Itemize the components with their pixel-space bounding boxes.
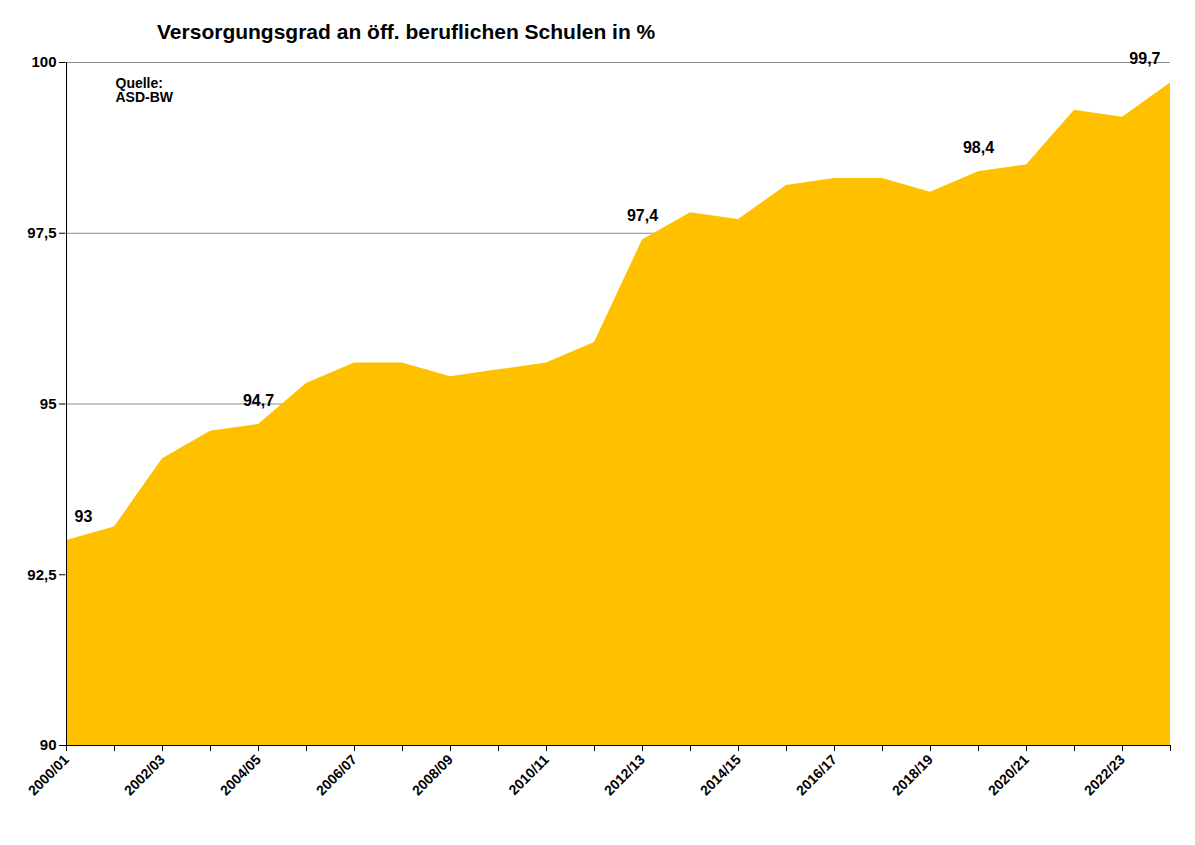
svg-text:98,4: 98,4: [963, 139, 994, 156]
svg-text:2012/13: 2012/13: [601, 751, 648, 798]
svg-text:2020/21: 2020/21: [985, 751, 1032, 798]
svg-text:2014/15: 2014/15: [697, 751, 744, 798]
svg-text:2018/19: 2018/19: [889, 751, 936, 798]
svg-text:97,4: 97,4: [627, 207, 658, 224]
svg-text:93: 93: [75, 508, 93, 525]
svg-text:2008/09: 2008/09: [409, 751, 456, 798]
svg-text:99,7: 99,7: [1129, 50, 1160, 67]
svg-text:95: 95: [40, 395, 57, 412]
svg-text:94,7: 94,7: [243, 392, 274, 409]
svg-text:2022/23: 2022/23: [1081, 751, 1128, 798]
svg-text:2004/05: 2004/05: [217, 751, 264, 798]
svg-text:97,5: 97,5: [27, 224, 56, 241]
svg-text:90: 90: [40, 736, 57, 753]
svg-text:2010/11: 2010/11: [505, 751, 552, 798]
svg-text:92,5: 92,5: [27, 566, 56, 583]
svg-text:2000/01: 2000/01: [25, 751, 72, 798]
svg-text:2002/03: 2002/03: [121, 751, 168, 798]
svg-text:100: 100: [31, 53, 56, 70]
html-text:Versorgungsgrad an öff. berufl: Versorgungsgrad an öff. beruflichen Schu…: [157, 20, 656, 43]
svg-text:2006/07: 2006/07: [313, 751, 360, 798]
svg-text:2016/17: 2016/17: [793, 751, 840, 798]
svg-text:Quelle:ASD-BW: Quelle:ASD-BW: [116, 75, 174, 105]
